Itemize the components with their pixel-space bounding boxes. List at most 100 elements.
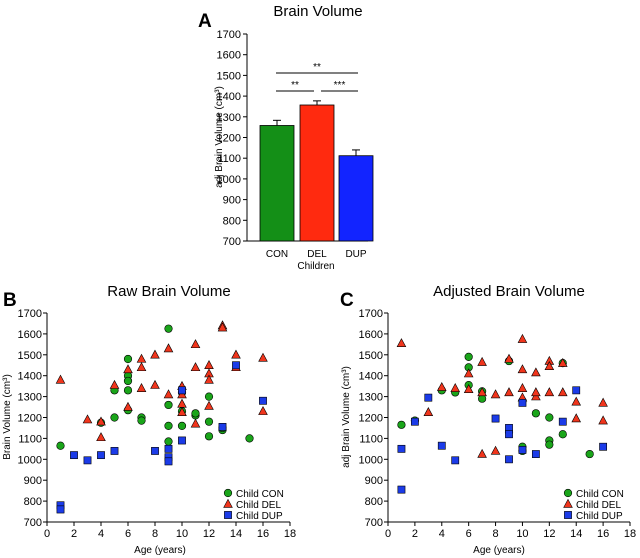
legend-marker-dup [224, 511, 232, 519]
y-tick-label: 1700 [359, 308, 383, 320]
panel-a-ylabel: adj Brain Volume (cm³) [214, 86, 225, 188]
data-point-dup [178, 386, 186, 395]
data-point-del [571, 396, 582, 406]
y-tick-label: 1100 [359, 433, 383, 445]
y-tick-label: 1700 [217, 29, 241, 41]
data-point-con [123, 354, 133, 364]
y-tick-label: 1200 [359, 413, 383, 425]
x-tick-label: 0 [44, 528, 50, 540]
y-tick-label: 1600 [18, 329, 42, 341]
data-point-dup [505, 455, 513, 464]
x-tick-label: 16 [257, 528, 269, 540]
data-point-del [96, 416, 106, 426]
panel-c-ylabel: adj Brain Volume (cm³) [341, 366, 352, 468]
data-point-del [531, 367, 541, 377]
data-point-del [150, 349, 160, 359]
data-point-con [245, 434, 254, 443]
significance-label: *** [334, 80, 346, 91]
data-point-del [517, 333, 528, 343]
data-point-dup [218, 423, 227, 431]
data-point-dup [97, 451, 105, 460]
data-point-dup [397, 485, 406, 494]
y-tick-label: 800 [365, 496, 383, 508]
data-point-del [204, 374, 214, 384]
data-point-del [190, 418, 201, 428]
data-point-del [150, 379, 160, 389]
x-tick-label: DEL [307, 249, 327, 260]
legend-marker-del [563, 498, 573, 508]
data-point-con [123, 376, 133, 386]
y-tick-label: 1600 [359, 329, 383, 341]
data-point-con [164, 421, 173, 430]
panel-c-plot: 700 800 900 1000 1100 1200 1300 1400 1500 1600 170… [359, 308, 637, 540]
data-point-del [517, 383, 528, 392]
y-tick-label: 1700 [18, 308, 42, 320]
data-point-con [164, 324, 173, 333]
data-point-dup [410, 417, 419, 426]
data-point-del [82, 414, 93, 424]
significance-label: ** [313, 62, 321, 73]
y-tick-label: 1200 [217, 133, 241, 145]
y-tick-label: 1000 [18, 454, 42, 466]
x-tick-label: 0 [385, 528, 391, 540]
panel-b-title: Raw Brain Volume [107, 283, 230, 300]
panel-a: A Brain Volume adj Brain Volume (cm³) Ch… [198, 3, 374, 272]
data-point-con [531, 409, 540, 418]
data-point-dup [424, 393, 433, 402]
data-point-con [164, 437, 173, 446]
y-tick-label: 1500 [18, 350, 42, 362]
x-tick-label: 6 [125, 528, 131, 540]
data-point-dup [505, 430, 513, 439]
panel-a-title: Brain Volume [273, 3, 362, 20]
data-point-dup [259, 396, 267, 405]
data-point-del [504, 353, 514, 363]
data-point-con [177, 421, 187, 430]
data-point-con [164, 400, 173, 410]
panel-a-plot: 700 800 900 1000 1100 1200 1300 1400 1500 1600 170… [217, 29, 374, 260]
x-tick-label: 14 [230, 528, 242, 540]
y-tick-label: 700 [223, 236, 241, 248]
x-tick-label: 2 [412, 528, 418, 540]
x-tick-label: 18 [284, 528, 296, 540]
y-tick-label: 1200 [18, 413, 42, 425]
x-tick-label: 14 [570, 528, 582, 540]
data-point-del [423, 407, 434, 416]
data-point-del [109, 379, 120, 389]
x-tick-label: 18 [624, 528, 636, 540]
data-point-del [517, 364, 528, 374]
legend-marker-con [223, 488, 233, 498]
y-tick-label: 700 [365, 517, 383, 529]
data-point-con [545, 440, 554, 449]
panel-c-xlabel: Age (years) [473, 545, 525, 556]
data-point-del [557, 387, 568, 397]
significance-label: ** [291, 80, 299, 91]
data-point-con [204, 392, 214, 401]
data-point-dup [558, 417, 567, 426]
y-tick-label: 900 [24, 475, 42, 487]
x-tick-label: 12 [543, 528, 555, 540]
data-point-con [123, 386, 133, 395]
legend-marker-del [223, 498, 233, 508]
bar-del [299, 104, 335, 242]
data-point-del [177, 398, 187, 408]
y-tick-label: 1400 [359, 371, 383, 383]
x-tick-label: CON [266, 249, 288, 260]
x-tick-label: DUP [345, 249, 366, 260]
data-point-del [571, 413, 582, 423]
data-point-dup [110, 447, 119, 455]
data-point-con [191, 409, 200, 418]
data-point-con [585, 449, 594, 459]
y-tick-label: 1300 [18, 392, 42, 404]
data-point-del [123, 401, 133, 411]
data-point-con [56, 441, 65, 450]
panel-c-title: Adjusted Brain Volume [433, 283, 585, 300]
x-tick-label: 4 [98, 528, 104, 540]
data-point-del [531, 387, 541, 397]
y-tick-label: 1400 [217, 91, 241, 103]
panel-letter-a: A [198, 11, 212, 32]
data-point-del [190, 362, 201, 372]
data-point-con [204, 432, 214, 441]
data-point-del [477, 356, 487, 366]
data-point-dup [518, 445, 527, 454]
x-tick-label: 12 [203, 528, 215, 540]
